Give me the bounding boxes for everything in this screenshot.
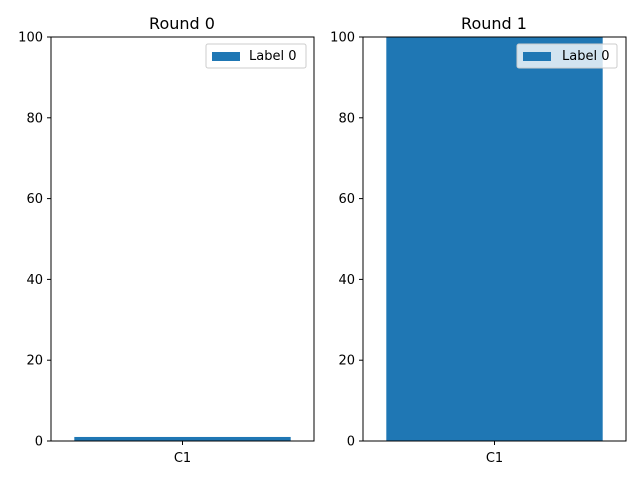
y-tick-label: 60 [338, 192, 355, 207]
y-tick-label: 80 [338, 111, 355, 126]
bar [74, 436, 291, 441]
subplot-round-0: Round 0 0 20 40 60 80 100 C1 Label 0 [18, 14, 315, 466]
y-tick-label: 100 [330, 31, 355, 46]
legend-label: Label 0 [562, 49, 609, 64]
y-tick-label: 20 [26, 354, 43, 369]
y-tick-label: 80 [26, 111, 43, 126]
subplot-title: Round 1 [461, 14, 527, 33]
y-tick-label: 60 [26, 192, 43, 207]
axes-frame [50, 36, 315, 442]
plot-area: 0 20 40 60 80 100 C1 [18, 31, 315, 466]
legend-swatch [523, 52, 551, 61]
subplot-round-1: Round 1 0 20 40 60 80 100 C1 Label 0 [330, 14, 627, 466]
x-tick-label: C1 [486, 451, 503, 466]
y-tick-label: 0 [35, 435, 43, 450]
legend-label: Label 0 [249, 49, 296, 64]
y-tick-label: 40 [338, 273, 355, 288]
legend: Label 0 [205, 43, 307, 69]
y-tick-label: 0 [347, 435, 355, 450]
y-tick-label: 40 [26, 273, 43, 288]
y-tick-label: 20 [338, 354, 355, 369]
bar [386, 37, 603, 441]
legend-frame [516, 43, 618, 69]
x-tick-label: C1 [174, 451, 191, 466]
y-tick-label: 100 [18, 31, 43, 46]
subplot-title: Round 0 [149, 14, 215, 33]
plot-area: 0 20 40 60 80 100 C1 [330, 31, 627, 466]
legend: Label 0 [516, 43, 618, 69]
legend-swatch [212, 52, 240, 61]
legend-frame [205, 43, 307, 69]
